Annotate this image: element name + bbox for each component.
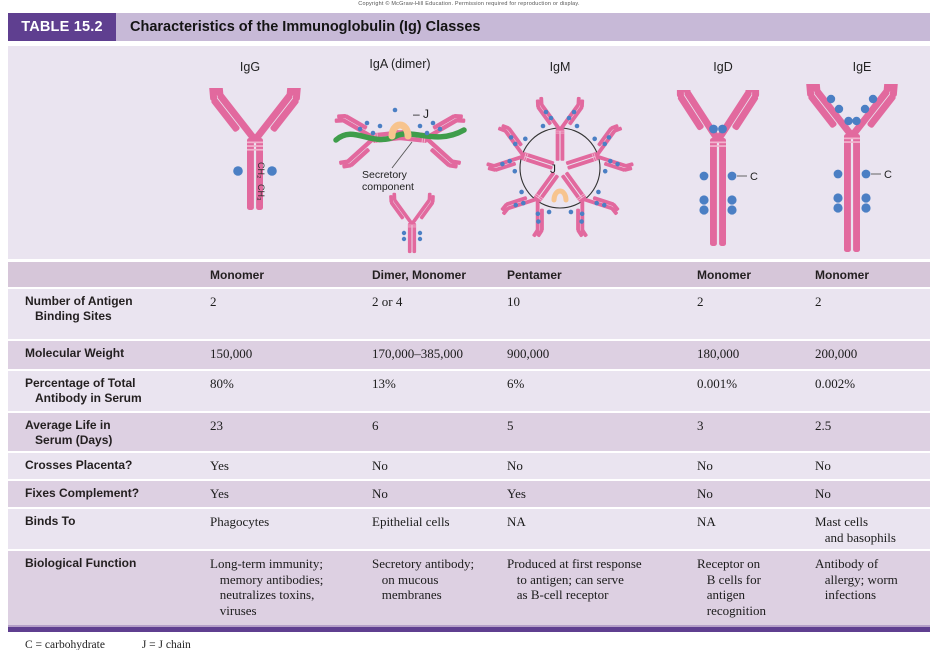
- table-bottom-rule: [8, 627, 930, 632]
- table-row: Crosses Placenta? Yes No No No No: [8, 453, 930, 479]
- cell: Epithelial cells: [372, 514, 450, 529]
- table-number-badge: TABLE 15.2: [8, 13, 116, 41]
- cell: 10: [507, 294, 520, 309]
- cell: No: [507, 458, 523, 473]
- table-row: Molecular Weight 150,000 170,000–385,000…: [8, 341, 930, 369]
- row-label: Molecular Weight: [25, 346, 125, 360]
- cell: 2.5: [815, 418, 832, 433]
- igm-antibody-diagram: J: [475, 84, 645, 252]
- cell: 13%: [372, 376, 396, 391]
- cell: Produced at first response to antigen; c…: [507, 556, 642, 602]
- table-header: TABLE 15.2 Characteristics of the Immuno…: [8, 13, 930, 41]
- cell: 2: [210, 294, 217, 309]
- cell: 23: [210, 418, 223, 433]
- table-title: Characteristics of the Immunoglobulin (I…: [130, 19, 481, 35]
- row-label: Percentage of Total Antibody in Serum: [25, 376, 142, 405]
- cell: Long-term immunity; memory antibodies; n…: [210, 556, 324, 618]
- secretory-component-shape: [333, 127, 467, 143]
- footnote-jchain: J = J chain: [141, 639, 191, 650]
- cell: 5: [507, 418, 514, 433]
- cell: NA: [507, 514, 526, 529]
- cell: 900,000: [507, 346, 550, 361]
- column-header-ige: IgE: [852, 60, 872, 74]
- cell: 3: [697, 418, 704, 433]
- form-cell: Dimer, Monomer: [372, 267, 467, 282]
- cell: 200,000: [815, 346, 858, 361]
- cell: NA: [697, 514, 716, 529]
- form-cell: Monomer: [697, 267, 751, 282]
- column-header-igm: IgM: [549, 60, 571, 74]
- cell: 2: [815, 294, 822, 309]
- table-row: Percentage of Total Antibody in Serum 80…: [8, 371, 930, 411]
- row-label: Crosses Placenta?: [25, 458, 133, 472]
- cell: Yes: [210, 458, 229, 473]
- table-row: Number of Antigen Binding Sites 2 2 or 4…: [8, 289, 930, 339]
- copyright-line: Copyright © McGraw-Hill Education. Permi…: [358, 1, 580, 7]
- column-header-igd: IgD: [713, 60, 733, 74]
- iga-antibody-diagram: – J Secretory component: [320, 80, 480, 258]
- row-label: Fixes Complement?: [25, 486, 140, 500]
- cell: 6: [372, 418, 379, 433]
- form-cell: Monomer: [815, 267, 869, 282]
- row-label: Average Life in Serum (Days): [25, 418, 113, 447]
- row-label: Biological Function: [25, 556, 137, 570]
- igg-antibody-diagram: CH₂ CH₃: [202, 88, 308, 210]
- secretory-label-line1: Secretory: [362, 169, 408, 181]
- table-row: Binds To Phagocytes Epithelial cells NA …: [8, 509, 930, 549]
- secretory-label-line2: component: [362, 181, 414, 193]
- carbohydrate-dot: [233, 166, 243, 176]
- row-label: Number of Antigen Binding Sites: [25, 294, 133, 323]
- cell: 6%: [507, 376, 525, 391]
- ige-antibody-diagram: C: [799, 84, 905, 252]
- cell: No: [697, 458, 713, 473]
- antibody-diagram-strip: IgG IgA (dimer) IgM IgD IgE CH₂ CH₃: [8, 46, 930, 259]
- ch3-label: CH₃: [256, 184, 266, 201]
- form-row: Monomer Dimer, Monomer Pentamer Monomer …: [8, 262, 930, 287]
- cell: 0.002%: [815, 376, 856, 391]
- cell: Secretory antibody; on mucous membranes: [372, 556, 475, 602]
- pentamer-ring: [519, 127, 601, 209]
- cell: 0.001%: [697, 376, 738, 391]
- j-chain-label: – J: [413, 107, 429, 121]
- cell: Mast cells and basophils: [815, 514, 896, 545]
- table-row: Biological Function Long-term immunity; …: [8, 551, 930, 625]
- cell: Receptor on B cells for antigen recognit…: [697, 556, 766, 618]
- cell: 2: [697, 294, 704, 309]
- cell: 2 or 4: [372, 294, 403, 309]
- cell: 180,000: [697, 346, 740, 361]
- cell: Phagocytes: [210, 514, 270, 529]
- carbohydrate-dot: [267, 166, 277, 176]
- form-cell: Monomer: [210, 267, 264, 282]
- row-label: Binds To: [25, 514, 76, 528]
- cell: Antibody of allergy; worm infections: [815, 556, 898, 602]
- cell: 170,000–385,000: [372, 346, 463, 361]
- form-cell: Pentamer: [507, 267, 562, 282]
- carbohydrate-label: C: [750, 171, 758, 183]
- table-row: Average Life in Serum (Days) 23 6 5 3 2.…: [8, 413, 930, 451]
- secretory-pointer-line: [391, 141, 413, 169]
- cell: No: [372, 486, 388, 501]
- cell: Yes: [507, 486, 526, 501]
- column-header-iga: IgA (dimer): [369, 57, 431, 71]
- table-15-2: TABLE 15.2 Characteristics of the Immuno…: [8, 13, 930, 650]
- cell: No: [815, 458, 831, 473]
- cell: 80%: [210, 376, 234, 391]
- column-header-igg: IgG: [239, 60, 261, 74]
- j-chain-label: J: [550, 162, 556, 176]
- cell: No: [697, 486, 713, 501]
- j-chain-shape: [551, 188, 569, 203]
- table-row: Fixes Complement? Yes No Yes No No: [8, 481, 930, 507]
- table-bottom-rule-light: [8, 625, 930, 627]
- cell: 150,000: [210, 346, 253, 361]
- footnote-carbohydrate: C = carbohydrate: [25, 639, 105, 650]
- igd-antibody-diagram: C: [670, 90, 766, 246]
- j-chain-shape: [388, 121, 412, 140]
- ch2-label: CH₂: [256, 162, 266, 179]
- cell: No: [372, 458, 388, 473]
- carbohydrate-label: C: [884, 169, 892, 181]
- cell: Yes: [210, 486, 229, 501]
- table-footnote: C = carbohydrate J = J chain: [8, 639, 930, 650]
- cell: No: [815, 486, 831, 501]
